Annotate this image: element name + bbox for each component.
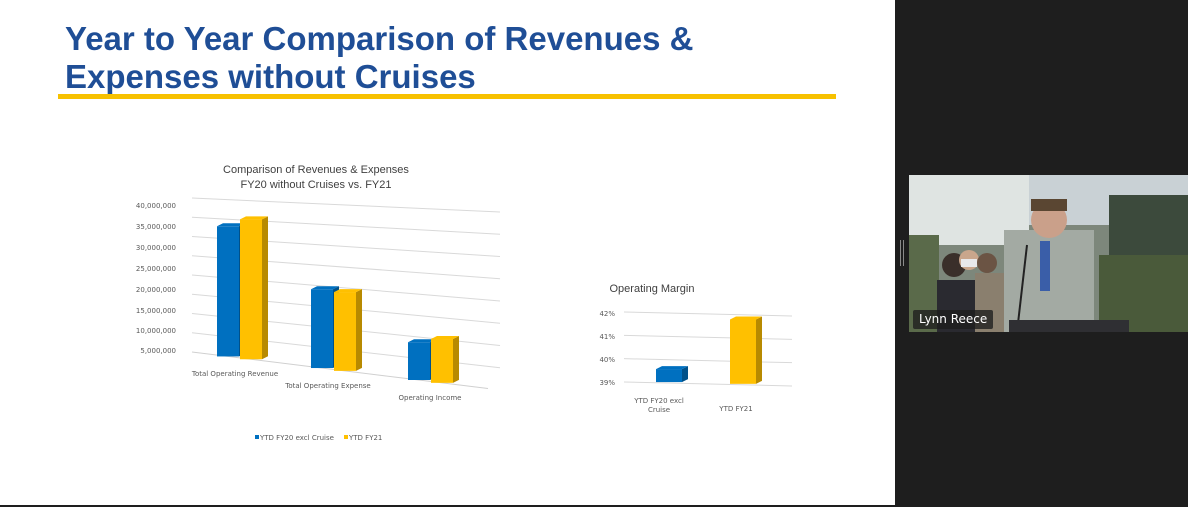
gridline	[623, 334, 793, 340]
x-axis-categories: Total Operating Revenue Total Operating E…	[191, 370, 462, 402]
legend-swatch-fy20	[255, 435, 259, 439]
margin-chart-title: Operating Margin	[610, 283, 695, 295]
y-tick-label: 5,000,000	[140, 347, 176, 355]
margin-gridlines	[623, 311, 793, 387]
chart-legend: YTD FY20 excl Cruise YTD FY21	[255, 434, 382, 442]
participant-name-tag: Lynn Reece	[913, 310, 994, 329]
y-tick-label: 30,000,000	[136, 244, 176, 252]
revenue-expense-chart: Comparison of Revenues & Expenses FY20 w…	[136, 164, 793, 442]
y-tick-label: 15,000,000	[136, 307, 176, 315]
margin-y-tick: 41%	[599, 333, 615, 341]
margin-category-fy20-line-1: YTD FY20 excl	[633, 397, 684, 405]
panel-resize-handle[interactable]	[900, 240, 904, 266]
x-category-label: Total Operating Expense	[284, 382, 371, 390]
y-tick-label: 40,000,000	[136, 202, 176, 210]
margin-bars	[656, 316, 762, 384]
margin-category-fy20-line-2: Cruise	[648, 406, 670, 414]
margin-y-tick: 42%	[599, 310, 615, 318]
participant-video[interactable]	[909, 175, 1188, 332]
bar-0-1	[240, 216, 268, 360]
y-tick-label: 10,000,000	[136, 327, 176, 335]
legend-label-fy20: YTD FY20 excl Cruise	[259, 434, 334, 442]
gridline	[191, 197, 501, 213]
y-tick-label: 35,000,000	[136, 223, 176, 231]
margin-category-fy21: YTD FY21	[718, 405, 752, 413]
y-tick-label: 25,000,000	[136, 265, 176, 273]
gridline	[623, 381, 793, 387]
y-axis-ticks: 40,000,000 35,000,000 30,000,000 25,000,000…	[136, 202, 176, 355]
bar-series	[217, 216, 459, 383]
chart-title-line-1: Comparison of Revenues & Expenses	[223, 164, 409, 176]
bar-1-1	[334, 289, 362, 371]
presentation-slide: Year to Year Comparison of Revenues & Ex…	[0, 0, 895, 505]
margin-y-tick: 39%	[599, 379, 615, 387]
gridline	[623, 311, 793, 317]
margin-bar-0	[656, 366, 688, 383]
speaker-video-frame	[909, 175, 1188, 332]
margin-bar-1	[730, 316, 762, 384]
legend-label-fy21: YTD FY21	[348, 434, 382, 442]
gridline	[623, 358, 793, 364]
x-category-label: Total Operating Revenue	[191, 370, 278, 378]
y-tick-label: 20,000,000	[136, 286, 176, 294]
margin-y-tick: 40%	[599, 356, 615, 364]
margin-y-ticks: 42% 41% 40% 39%	[599, 310, 615, 387]
chart-title-line-2: FY20 without Cruises vs. FY21	[240, 179, 391, 191]
slide-title: Year to Year Comparison of Revenues & Ex…	[65, 20, 694, 95]
margin-x-categories: YTD FY20 excl Cruise YTD FY21	[633, 397, 753, 414]
bar-2-1	[431, 336, 459, 383]
title-underline	[58, 94, 836, 99]
x-category-label: Operating Income	[399, 394, 462, 402]
legend-swatch-fy21	[344, 435, 348, 439]
